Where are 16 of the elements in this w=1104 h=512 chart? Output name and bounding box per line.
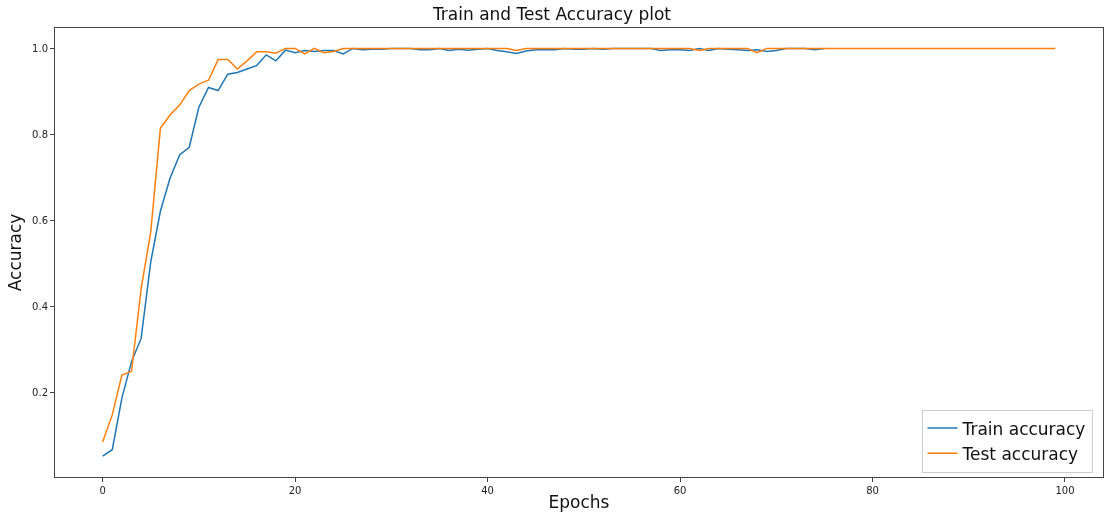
- y-tick-label: 1.0: [32, 42, 48, 54]
- y-tick-label: 0.6: [32, 214, 48, 226]
- legend-label: Train accuracy: [961, 418, 1086, 439]
- y-tick-label: 0.4: [32, 300, 48, 312]
- y-tick-label: 0.8: [32, 128, 48, 140]
- y-tick-label: 0.2: [32, 386, 48, 398]
- x-tick-label: 0: [99, 485, 106, 496]
- chart-title: Train and Test Accuracy plot: [431, 3, 672, 24]
- x-tick-label: 60: [673, 485, 687, 496]
- y-axis-title: Accuracy: [4, 213, 25, 292]
- x-tick-label: 40: [481, 485, 494, 496]
- x-tick-label: 20: [288, 485, 302, 496]
- x-axis-title: Epochs: [548, 492, 610, 512]
- legend-label: Test accuracy: [961, 443, 1079, 464]
- x-tick-label: 80: [866, 485, 879, 496]
- x-tick-label: 100: [1055, 485, 1075, 496]
